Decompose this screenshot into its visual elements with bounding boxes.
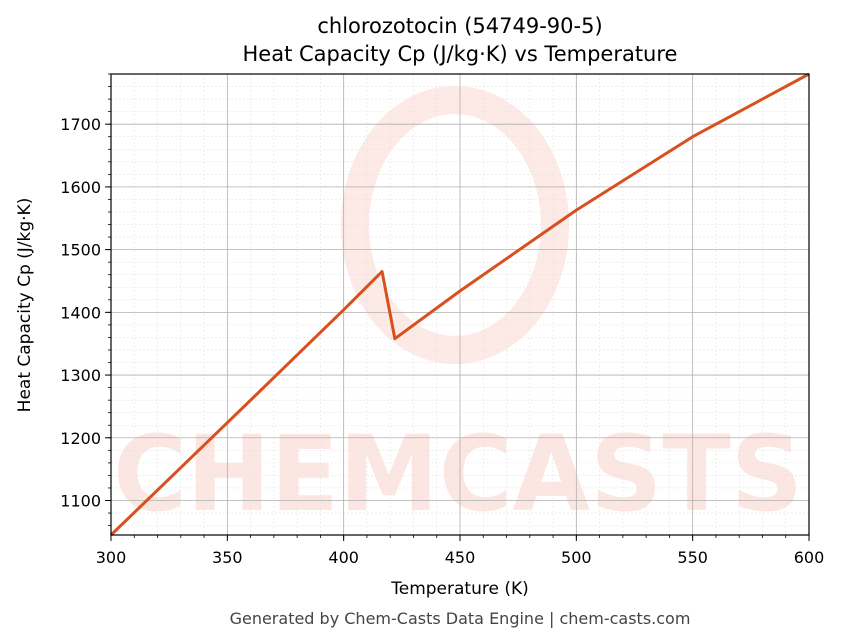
x-axis-label: Temperature (K): [390, 579, 529, 599]
watermark-text: CHEMCASTS: [113, 413, 803, 535]
x-tick-label: 350: [212, 548, 243, 567]
y-tick-label: 1700: [60, 115, 101, 134]
x-tick-label: 300: [96, 548, 127, 567]
tick-labels: 300 350 400 450 500 550 600 1100 1200 1300 1400 150…: [60, 115, 824, 567]
x-tick-label: 600: [794, 548, 825, 567]
y-tick-label: 1100: [60, 492, 101, 511]
y-tick-label: 1400: [60, 303, 101, 322]
y-axis-label: Heat Capacity Cp (J/kg·K): [15, 198, 35, 413]
x-tick-label: 400: [328, 548, 359, 567]
y-tick-label: 1600: [60, 178, 101, 197]
x-tick-label: 450: [445, 548, 476, 567]
y-tick-label: 1200: [60, 429, 101, 448]
series-line-cp: [109, 72, 810, 537]
footer-credit: Generated by Chem-Casts Data Engine | ch…: [230, 609, 691, 628]
chart-title-line2: Heat Capacity Cp (J/kg·K) vs Temperature: [243, 42, 678, 66]
x-tick-label: 550: [677, 548, 708, 567]
x-tick-label: 500: [561, 548, 592, 567]
chart-title-line1: chlorozotocin (54749-90-5): [317, 14, 602, 38]
axis-ticks: [105, 73, 810, 541]
y-tick-label: 1500: [60, 241, 101, 260]
y-tick-label: 1300: [60, 366, 101, 385]
